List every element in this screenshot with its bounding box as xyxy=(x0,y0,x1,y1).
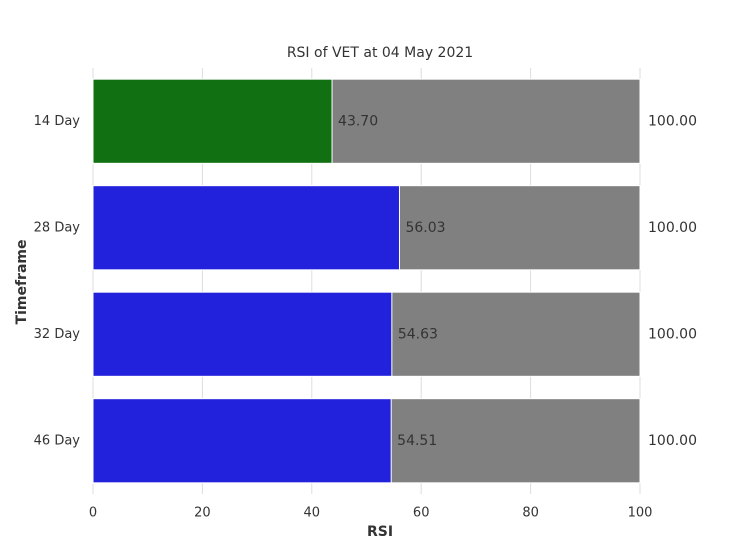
x-tick-label: 0 xyxy=(89,506,97,521)
x-tick-label: 40 xyxy=(304,506,321,521)
chart-title: RSI of VET at 04 May 2021 xyxy=(287,45,473,61)
bar xyxy=(92,78,333,164)
x-tick-label: 100 xyxy=(628,506,653,521)
y-tick-label: 28 Day xyxy=(34,220,81,235)
y-axis-label: Timeframe xyxy=(14,240,30,325)
bar xyxy=(92,291,393,377)
x-tick-label: 60 xyxy=(413,506,430,521)
bar xyxy=(92,185,400,271)
value-label: 43.70 xyxy=(338,113,378,129)
value-label: 54.63 xyxy=(398,326,438,342)
bar xyxy=(92,398,392,484)
value-label: 100.00 xyxy=(648,433,697,449)
value-label: 100.00 xyxy=(648,326,697,342)
x-tick-label: 80 xyxy=(522,506,539,521)
value-label: 54.51 xyxy=(397,433,437,449)
value-label: 56.03 xyxy=(405,220,445,236)
value-label: 100.00 xyxy=(648,113,697,129)
x-tick-label: 20 xyxy=(194,506,211,521)
y-tick-label: 14 Day xyxy=(34,114,81,129)
y-tick-label: 46 Day xyxy=(34,433,81,448)
y-tick-label: 32 Day xyxy=(34,327,81,342)
x-axis-label: RSI xyxy=(367,524,393,540)
value-label: 100.00 xyxy=(648,220,697,236)
